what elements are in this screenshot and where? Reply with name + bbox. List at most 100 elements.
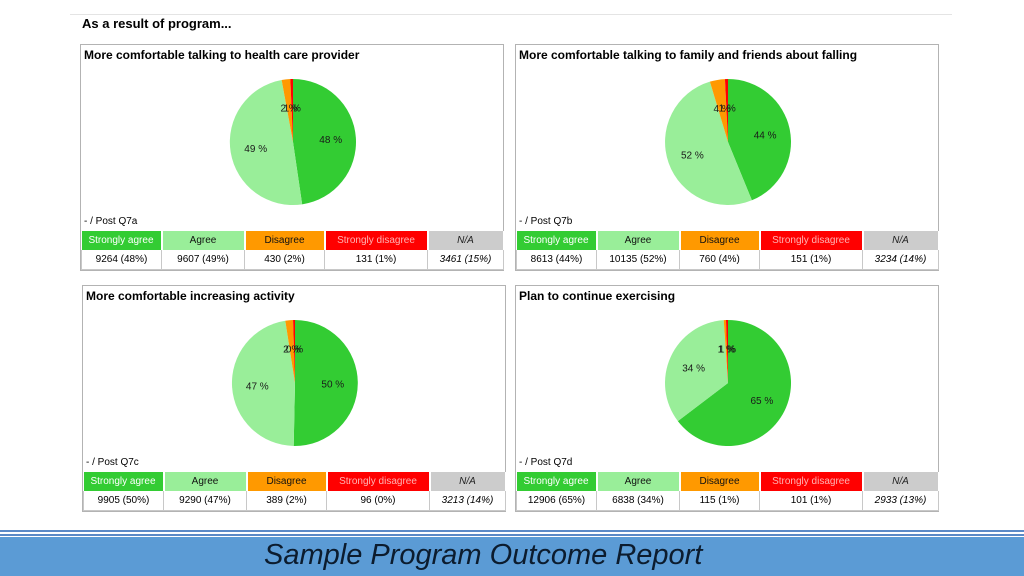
legend-values-row: 12906 (65%) 6838 (34%) 115 (1%) 101 (1%) 293… <box>516 491 939 511</box>
question-label: - / Post Q7a <box>84 216 138 227</box>
pie-slice-agree <box>231 320 295 446</box>
pie-slice-strongly-disagree <box>724 78 728 142</box>
legend-disagree: Disagree <box>246 472 328 491</box>
legend-values-row: 9905 (50%) 9290 (47%) 389 (2%) 96 (0%) 3213 … <box>83 491 506 511</box>
legend-header-row: Strongly agree Agree Disagree Strongly disa… <box>516 472 940 491</box>
value-disagree: 430 (2%) <box>244 250 325 270</box>
chart-title: Plan to continue exercising <box>519 289 676 303</box>
page-heading: As a result of program... <box>82 16 232 31</box>
legend-disagree: Disagree <box>679 472 761 491</box>
legend-agree: Agree <box>163 472 248 491</box>
slice-label-agree: 47 % <box>246 382 269 393</box>
pie-slice-agree <box>229 80 303 206</box>
legend-table: Strongly agree Agree Disagree Strongly disa… <box>516 231 940 270</box>
value-strongly-disagree: 101 (1%) <box>759 491 863 511</box>
legend-na: N/A <box>862 231 940 250</box>
pie-chart: 50 % 47 % 2 %0 % <box>231 320 358 446</box>
value-strongly-agree: 9264 (48%) <box>81 250 162 270</box>
chart-panel-1: More comfortable talking to health care … <box>80 44 505 271</box>
slice-label-strongly-agree: 50 % <box>321 379 344 390</box>
value-strongly-disagree: 151 (1%) <box>759 250 863 270</box>
value-strongly-agree: 9905 (50%) <box>83 491 164 511</box>
legend-strongly-disagree: Strongly disagree <box>759 231 864 250</box>
legend-values-row: 9264 (48%) 9607 (49%) 430 (2%) 131 (1%) 3461… <box>81 250 504 270</box>
legend-agree: Agree <box>596 472 681 491</box>
legend-table: Strongly agree Agree Disagree Strongly disa… <box>81 231 505 270</box>
slice-label-disagree: 2 % <box>283 345 300 356</box>
value-na: 3213 (14%) <box>429 491 506 511</box>
legend-na: N/A <box>427 231 505 250</box>
slice-label-strongly-agree: 65 % <box>751 396 774 407</box>
pie-slice-disagree <box>709 79 728 142</box>
legend-strongly-agree: Strongly agree <box>83 472 165 491</box>
footer-rule-top <box>0 530 1024 532</box>
slice-label-strongly-disagree: 1 % <box>719 103 736 114</box>
legend-strongly-agree: Strongly agree <box>516 472 598 491</box>
legend-agree: Agree <box>596 231 681 250</box>
legend-values-row: 8613 (44%) 10135 (52%) 760 (4%) 151 (1%) 323… <box>516 250 939 270</box>
legend-header-row: Strongly agree Agree Disagree Strongly disa… <box>516 231 940 250</box>
value-agree: 9290 (47%) <box>163 491 247 511</box>
legend-na: N/A <box>862 472 940 491</box>
footer-title: Sample Program Outcome Report <box>264 539 703 571</box>
pie-slice-agree <box>665 320 728 422</box>
pie-slice-strongly-agree <box>677 320 792 446</box>
value-na: 3461 (15%) <box>427 250 504 270</box>
slice-label-strongly-agree: 48 % <box>319 135 342 146</box>
legend-disagree: Disagree <box>244 231 326 250</box>
legend-strongly-disagree: Strongly disagree <box>324 231 429 250</box>
pie-slice-disagree <box>285 320 295 383</box>
slice-label-strongly-agree: 44 % <box>754 131 777 142</box>
slice-label-strongly-disagree: 1 % <box>719 344 736 355</box>
legend-strongly-agree: Strongly agree <box>81 231 163 250</box>
legend-disagree: Disagree <box>679 231 761 250</box>
value-strongly-disagree: 96 (0%) <box>326 491 430 511</box>
chart-title: More comfortable talking to family and f… <box>519 48 858 62</box>
slice-label-agree: 52 % <box>681 151 704 162</box>
pie-chart: 65 %34 %1 %1 % <box>665 319 792 446</box>
pie-slice-disagree <box>281 79 293 142</box>
pie-chart: 48 % 49 % 2 %1 % <box>229 79 357 206</box>
legend-strongly-disagree: Strongly disagree <box>759 472 864 491</box>
pie-slice-strongly-agree <box>728 79 792 201</box>
question-label: - / Post Q7d <box>519 457 573 468</box>
pie-slice-strongly-disagree <box>293 320 295 383</box>
pie-slice-strongly-agree <box>293 79 357 205</box>
chart-title: More comfortable talking to health care … <box>84 48 360 62</box>
top-divider <box>70 14 952 15</box>
value-agree: 10135 (52%) <box>596 250 680 270</box>
pie-slice-agree <box>665 81 752 205</box>
slice-label-agree: 49 % <box>244 144 267 155</box>
slice-label-strongly-disagree: 1 % <box>284 103 301 114</box>
legend-agree: Agree <box>161 231 246 250</box>
value-disagree: 760 (4%) <box>679 250 760 270</box>
value-strongly-disagree: 131 (1%) <box>324 250 428 270</box>
chart-title: More comfortable increasing activity <box>86 289 295 303</box>
footer-rule-bottom <box>0 534 1024 536</box>
slice-label-disagree: 2 % <box>280 104 297 115</box>
legend-na: N/A <box>429 472 507 491</box>
pie-chart: 44 % 52 % 4 %1 % <box>665 78 792 205</box>
value-strongly-agree: 8613 (44%) <box>516 250 597 270</box>
chart-panel-4: Plan to continue exercising 65 % 34 % 1 % 1 … <box>515 285 940 512</box>
slice-label-strongly-disagree: 0 % <box>286 344 303 355</box>
pie-slice-strongly-disagree <box>726 319 728 383</box>
legend-strongly-agree: Strongly agree <box>516 231 598 250</box>
legend-table: Strongly agree Agree Disagree Strongly disa… <box>516 472 940 511</box>
pie-slice-disagree <box>723 320 728 383</box>
footer-bar: Sample Program Outcome Report <box>0 537 1024 576</box>
legend-header-row: Strongly agree Agree Disagree Strongly disa… <box>83 472 507 491</box>
slice-label-agree: 34 % <box>682 363 705 374</box>
value-disagree: 389 (2%) <box>246 491 327 511</box>
value-disagree: 115 (1%) <box>679 491 760 511</box>
slice-label-disagree: 1 % <box>718 344 735 355</box>
value-na: 3234 (14%) <box>862 250 939 270</box>
question-label: - / Post Q7b <box>519 216 573 227</box>
pie-slice-strongly-agree <box>293 320 358 446</box>
value-strongly-agree: 12906 (65%) <box>516 491 597 511</box>
pie-slice-strongly-disagree <box>290 79 293 142</box>
chart-panel-2: More comfortable talking to family and f… <box>515 44 940 271</box>
slice-label-disagree: 4 % <box>713 104 730 115</box>
legend-table: Strongly agree Agree Disagree Strongly disa… <box>83 472 507 511</box>
value-na: 2933 (13%) <box>862 491 939 511</box>
